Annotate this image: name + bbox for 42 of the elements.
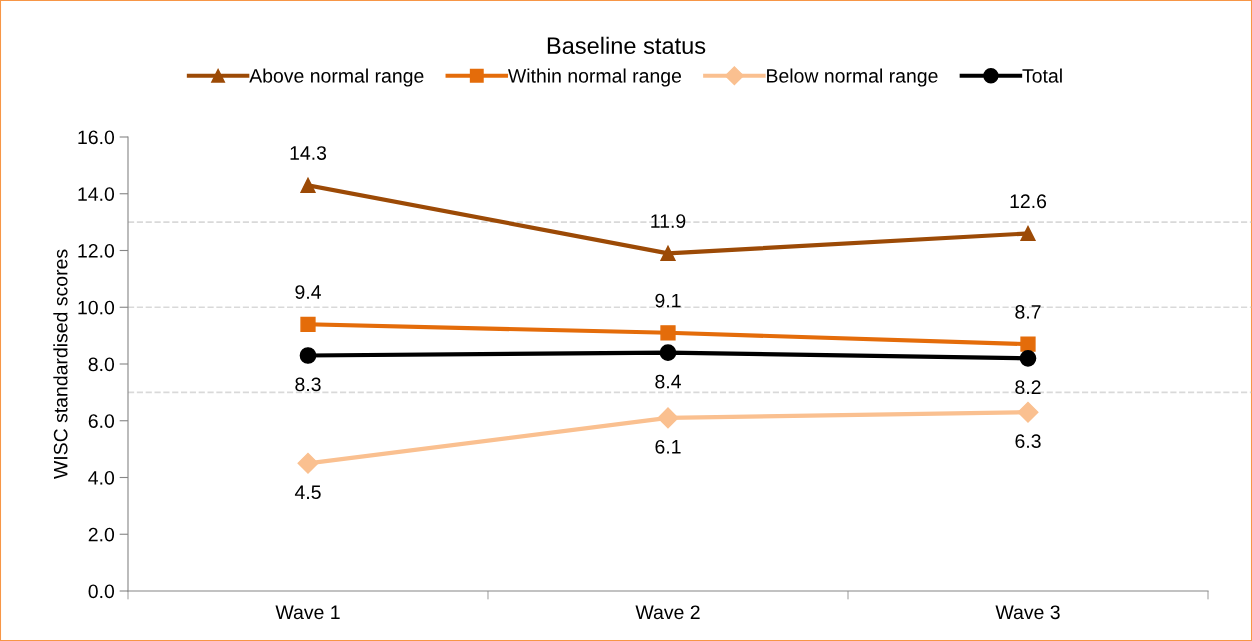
point: [1020, 225, 1036, 242]
legend-label: Below normal range: [767, 68, 938, 87]
y-tick-label: 4.0: [88, 470, 115, 485]
legend-label: Within normal range: [507, 68, 682, 87]
x-tick-label: Wave 2: [635, 605, 700, 620]
data-label: 6.3: [1015, 434, 1041, 449]
data-label: 8.4: [655, 374, 681, 389]
point: [657, 407, 679, 429]
data-label: 8.3: [295, 377, 321, 392]
point: [300, 316, 316, 332]
y-tick-label: 8.0: [88, 357, 115, 372]
point: [297, 452, 319, 474]
data-label: 9.4: [295, 285, 321, 299]
y-tick-label: 16.0: [78, 130, 115, 145]
data-label: 12.6: [1010, 194, 1047, 209]
data-label: 8.2: [1015, 380, 1041, 395]
point: [1019, 349, 1037, 367]
y-tick-label: 2.0: [88, 527, 115, 542]
legend-title: Baseline status: [547, 36, 706, 55]
x-tick-label: Wave 1: [275, 605, 340, 620]
data-label: 9.1: [655, 293, 681, 308]
legend-label: Above normal range: [249, 68, 424, 87]
data-label: 11.9: [651, 214, 686, 228]
point: [660, 325, 676, 341]
data-label: 4.5: [294, 485, 321, 500]
y-tick-label: 14.0: [78, 187, 115, 201]
y-tick-label: 6.0: [88, 414, 115, 428]
y-tick-label: 10.0: [78, 300, 115, 315]
y-tick-label: 12.0: [78, 243, 115, 258]
legend-label: Total: [1022, 68, 1062, 83]
point: [660, 245, 676, 261]
point: [1017, 401, 1039, 423]
data-label: 6.1: [655, 439, 681, 454]
point: [1020, 336, 1036, 352]
data-label: 14.3: [290, 146, 327, 160]
point: [659, 344, 677, 361]
point: [300, 177, 316, 193]
data-label: 8.7: [1015, 305, 1041, 319]
y-tick-label: 0.0: [88, 584, 115, 599]
x-tick-label: Wave 3: [995, 605, 1060, 620]
y-axis-title: WISC standardised scores: [53, 249, 68, 479]
point: [299, 347, 317, 364]
